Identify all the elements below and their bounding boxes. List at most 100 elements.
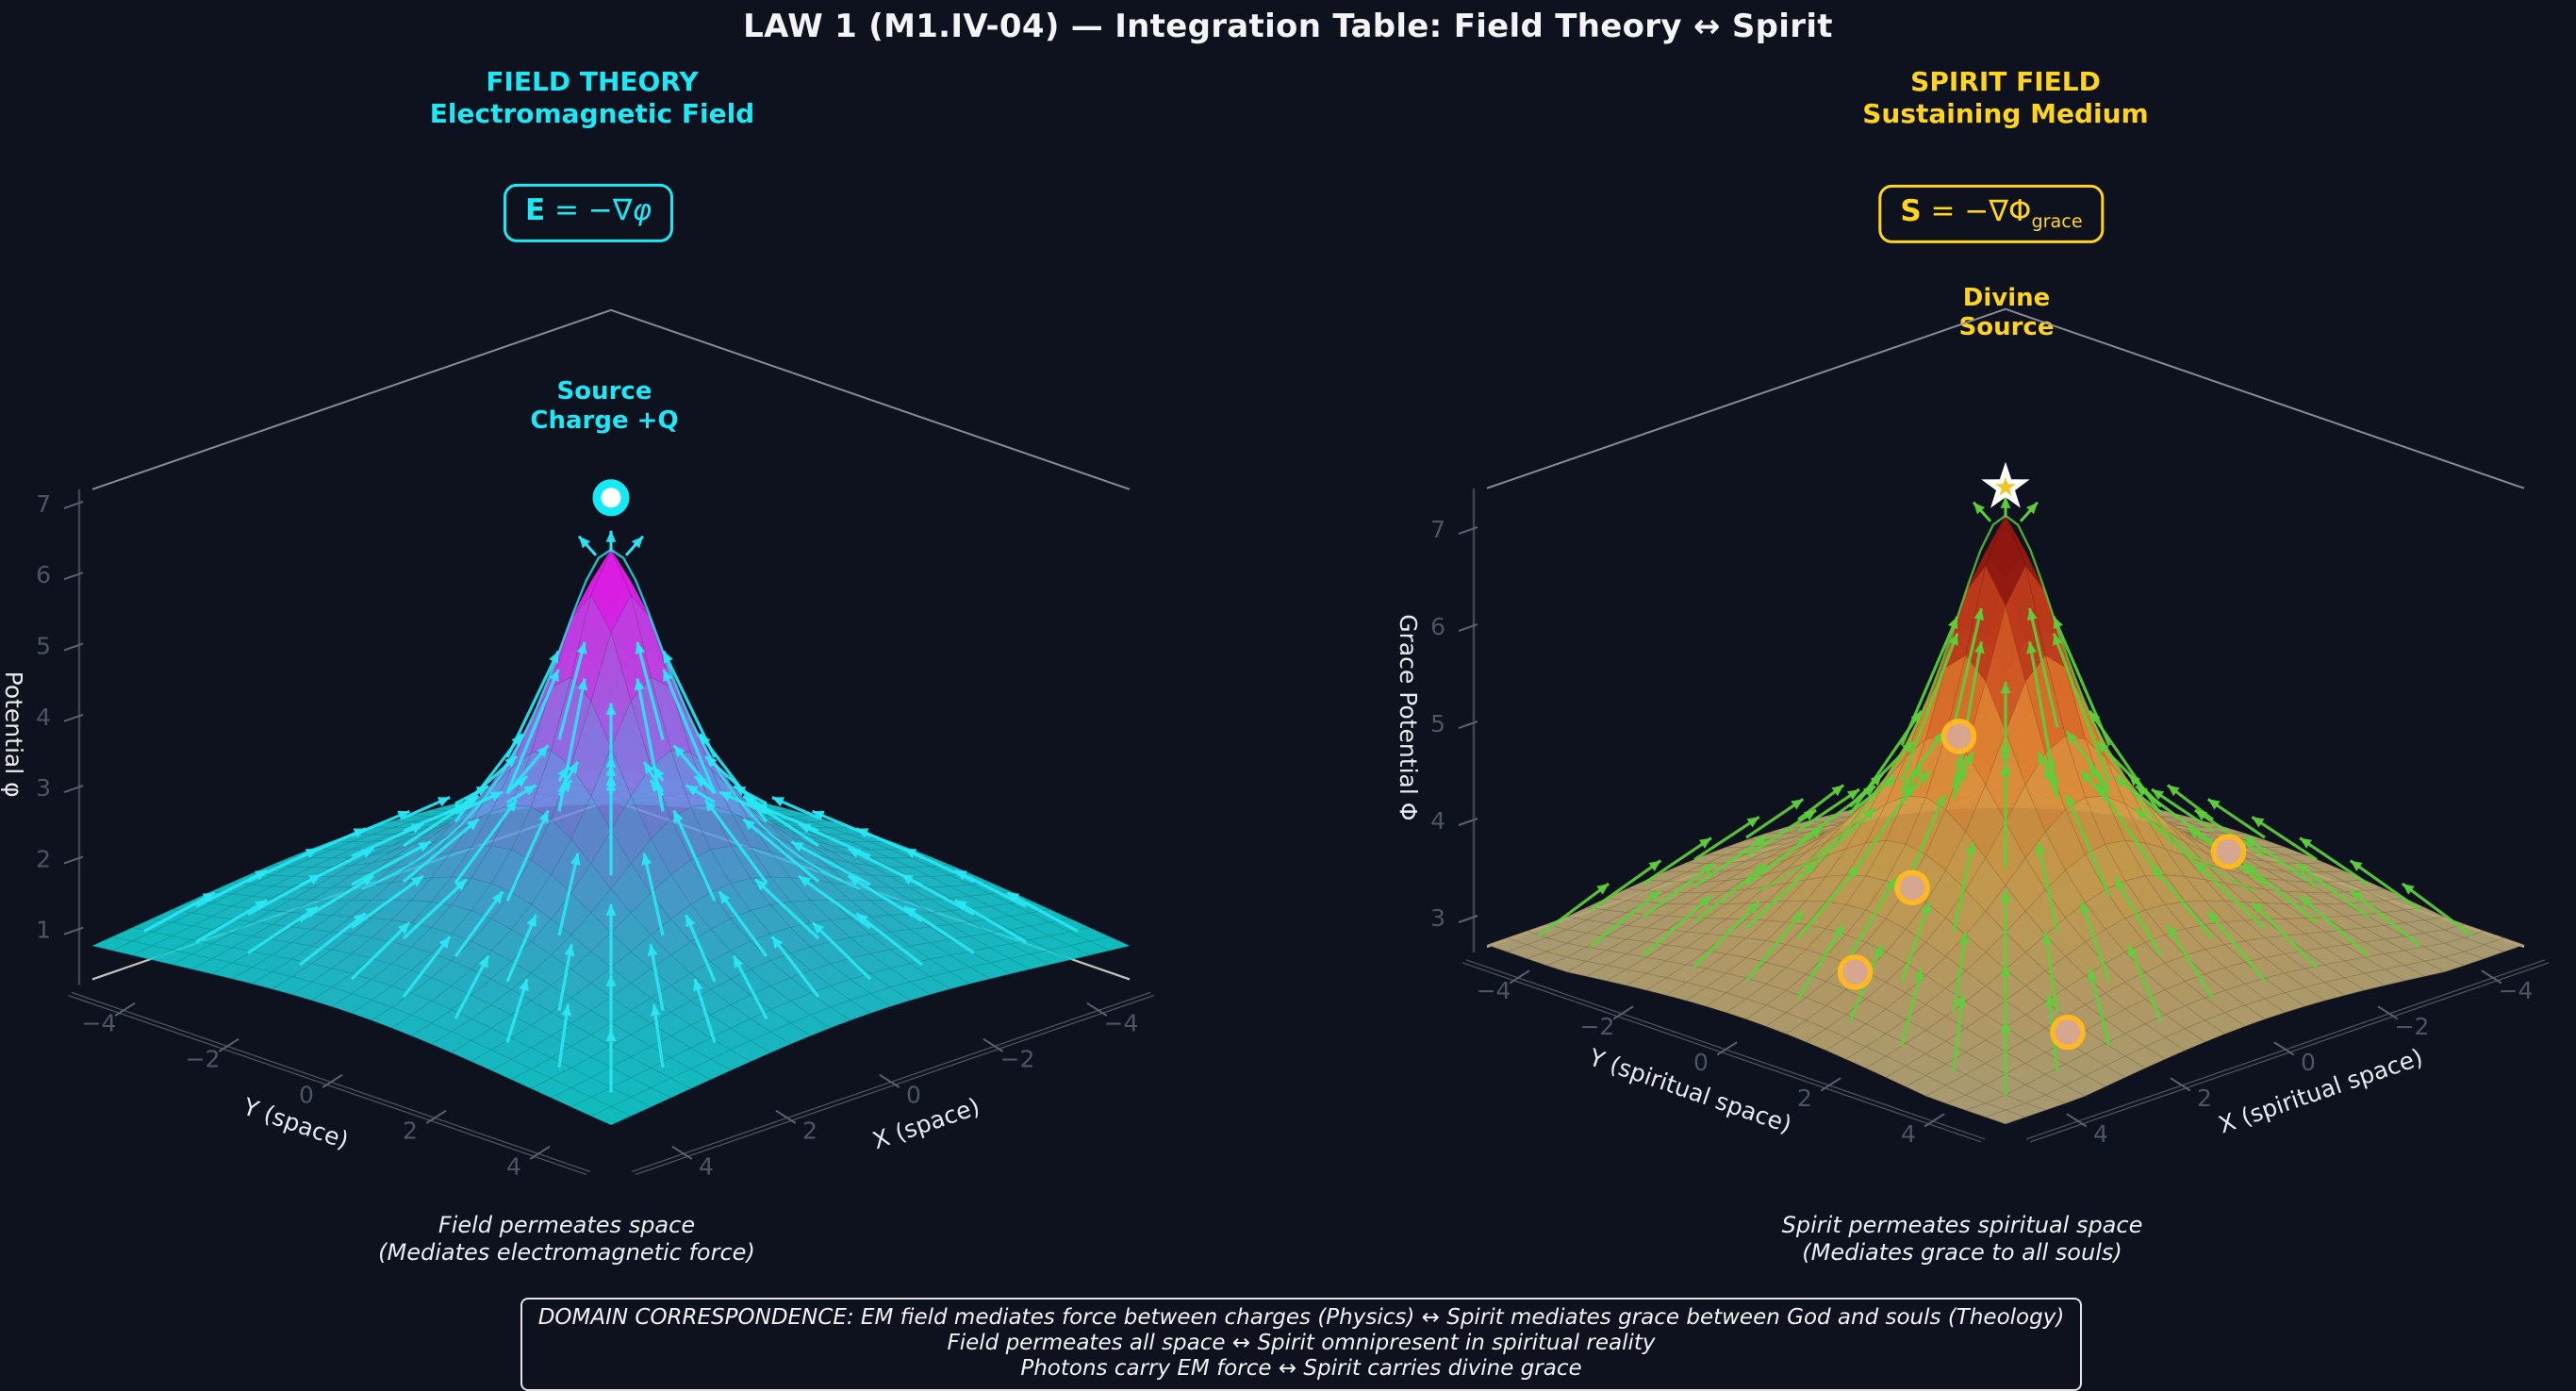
- divine-source-label-line1: Divine: [1962, 284, 2051, 312]
- correspondence-line1: DOMAIN CORRESPONDENCE: EM field mediates…: [537, 1305, 2065, 1330]
- svg-text:−2: −2: [1580, 1013, 1615, 1040]
- spike-silhouette: [361, 548, 861, 890]
- svg-text:2: 2: [36, 845, 51, 872]
- svg-text:Potential φ: Potential φ: [0, 671, 27, 798]
- panel-title-spirit-field: SPIRIT FIELD Sustaining Medium: [1713, 66, 2298, 130]
- y-tick: [425, 1109, 447, 1124]
- panel-title-spirit-line2: Sustaining Medium: [1862, 98, 2149, 129]
- divine-source-label: Divine Source: [1818, 284, 2195, 342]
- y-tick: [1820, 1077, 1841, 1092]
- soul-marker: [2210, 834, 2247, 869]
- svg-text:Y (space): Y (space): [239, 1092, 352, 1154]
- z-tick: [63, 713, 84, 722]
- svg-text:Grace Potential Φ: Grace Potential Φ: [1395, 614, 1422, 820]
- surface-plot-field: 1 2 3 4 5 6 7 Potential φ −4 −2 0 2 4 −4 −2 0 2 4 Y (space…: [0, 308, 1155, 1180]
- soul-marker: [1940, 719, 1977, 754]
- caption-field: Field permeates space (Mediates electrom…: [265, 1212, 868, 1267]
- z-tick: [1458, 526, 1478, 535]
- y-axis-line: [71, 991, 591, 1173]
- x-axis-line: [2029, 962, 2550, 1143]
- soul-marker: [1894, 869, 1930, 906]
- x-tick: [671, 1145, 693, 1160]
- y-axis-line: [67, 994, 587, 1176]
- source-charge-label-line1: Source: [556, 377, 652, 406]
- svg-text:7: 7: [1430, 516, 1445, 543]
- y-tick: [1509, 969, 1530, 985]
- equation-spirit-sub: grace: [2031, 210, 2083, 233]
- soul-marker: [1837, 954, 1874, 990]
- panel-title-field-line2: Electromagnetic Field: [429, 98, 755, 129]
- z-tick: [63, 642, 84, 652]
- z-tick: [1458, 915, 1478, 923]
- x-axis-line: [635, 994, 1155, 1176]
- quiver-arrows: [143, 641, 1079, 1093]
- svg-text:2: 2: [802, 1117, 817, 1144]
- divine-source-inner-star: [1995, 476, 2016, 496]
- x-axis-line: [631, 991, 1151, 1173]
- svg-text:4: 4: [2093, 1120, 2108, 1148]
- svg-text:Y (spiritual space): Y (spiritual space): [1585, 1043, 1795, 1138]
- domain-correspondence-box: DOMAIN CORRESPONDENCE: EM field mediates…: [520, 1298, 2082, 1391]
- z-tick: [63, 785, 84, 794]
- correspondence-line3: Photons carry EM force ↔ Spirit carries …: [1020, 1356, 1582, 1381]
- z-tick: [1458, 720, 1478, 729]
- y-tick: [322, 1073, 343, 1088]
- potential-surface: [1485, 514, 2526, 1125]
- equation-em-field: E = −∇φ: [503, 183, 674, 243]
- panel-title-field-line1: FIELD THEORY: [486, 66, 699, 97]
- x-tick: [2481, 969, 2502, 985]
- y-tick: [114, 1002, 136, 1017]
- y-tick: [529, 1145, 551, 1160]
- y-axis-line: [1465, 959, 1986, 1140]
- figure-title: LAW 1 (M1.IV-04) — Integration Table: Fi…: [743, 8, 1833, 45]
- caption-field-line2: (Mediates electromagnetic force): [378, 1239, 755, 1266]
- z-tick: [63, 855, 84, 865]
- svg-text:4: 4: [506, 1152, 521, 1180]
- y-tick: [1716, 1041, 1738, 1056]
- panel-title-spirit-line1: SPIRIT FIELD: [1910, 66, 2101, 97]
- soul-marker: [2050, 1014, 2086, 1051]
- equation-spirit-field: S = −∇Φgrace: [1878, 184, 2105, 244]
- caption-spirit-line2: (Mediates grace to all souls): [1802, 1239, 2122, 1266]
- divine-source-marker: [1981, 461, 2030, 508]
- spike-silhouette: [1756, 514, 2255, 893]
- svg-text:6: 6: [36, 561, 51, 588]
- svg-text:−4: −4: [1477, 977, 1511, 1004]
- divine-source-label-line2: Source: [1958, 313, 2055, 341]
- z-tick: [63, 926, 84, 936]
- pane-back-floor-edges: [1486, 766, 2525, 948]
- equation-spirit-symbol: S: [1900, 193, 1922, 228]
- svg-text:4: 4: [1430, 807, 1445, 835]
- z-tick: [1458, 818, 1478, 826]
- y-tick: [218, 1037, 239, 1052]
- svg-text:0: 0: [906, 1081, 921, 1108]
- svg-text:−4: −4: [2499, 977, 2534, 1004]
- svg-text:−4: −4: [1104, 1009, 1139, 1036]
- quiver-arrows: [1538, 607, 2473, 1098]
- svg-text:X (spiritual space): X (spiritual space): [2215, 1043, 2426, 1138]
- x-axis-line: [2025, 959, 2546, 1140]
- svg-text:0: 0: [1693, 1049, 1709, 1076]
- x-tick: [983, 1037, 1004, 1052]
- svg-text:4: 4: [1901, 1120, 1916, 1148]
- z-tick: [63, 571, 84, 581]
- y-tick: [1612, 1005, 1634, 1020]
- caption-spirit-line1: Spirit permeates spiritual space: [1781, 1212, 2143, 1238]
- svg-text:2: 2: [403, 1117, 418, 1144]
- svg-text:−2: −2: [2395, 1013, 2430, 1040]
- svg-text:6: 6: [1430, 613, 1445, 640]
- source-charge-label-line2: Charge +Q: [530, 406, 679, 435]
- equation-em-symbol: E: [524, 192, 546, 227]
- x-tick: [879, 1073, 900, 1088]
- svg-text:3: 3: [1430, 904, 1445, 932]
- svg-text:−2: −2: [1000, 1045, 1035, 1072]
- svg-text:X (space): X (space): [869, 1092, 983, 1154]
- svg-text:2: 2: [2197, 1085, 2212, 1112]
- svg-text:7: 7: [36, 490, 51, 518]
- y-axis-line: [1461, 962, 1982, 1143]
- caption-field-line1: Field permeates space: [438, 1212, 696, 1238]
- source-charge-marker: [592, 479, 630, 517]
- svg-text:2: 2: [1797, 1085, 1812, 1112]
- soul-markers: [1837, 719, 2247, 1051]
